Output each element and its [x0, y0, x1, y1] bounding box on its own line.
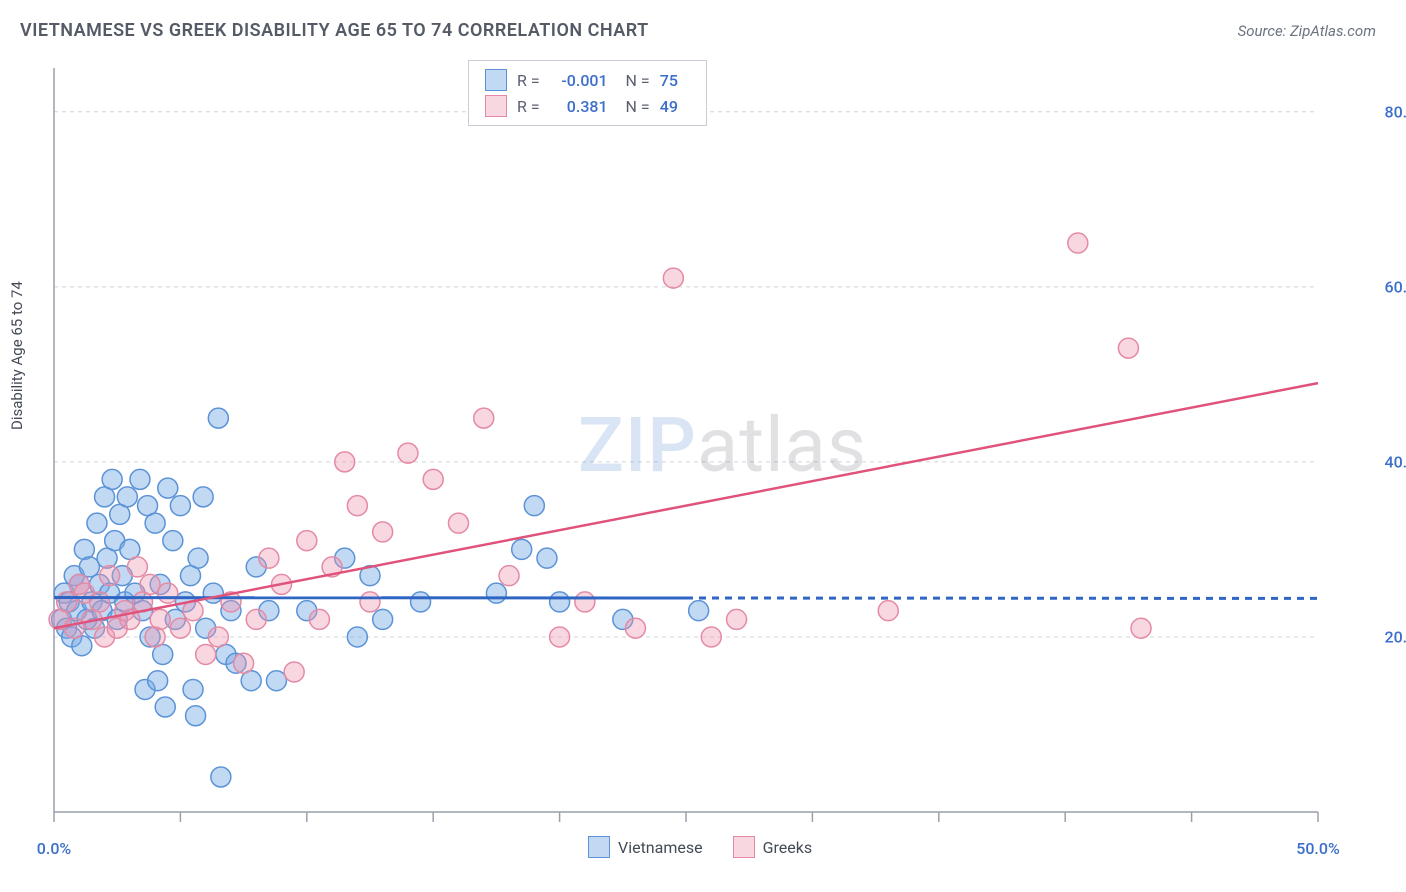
y-tick-label: 80.0% — [1384, 102, 1406, 121]
stat-n-value-0: 75 — [660, 71, 690, 90]
stat-n-label: N = — [618, 97, 650, 116]
x-tick-label: 0.0% — [37, 839, 71, 858]
stat-n-label: N = — [618, 71, 650, 90]
chart-title: VIETNAMESE VS GREEK DISABILITY AGE 65 TO… — [20, 20, 649, 41]
swatch-greeks — [485, 95, 507, 117]
legend-item-vietnamese: Vietnamese — [588, 836, 703, 858]
scatter-plot — [48, 60, 1378, 830]
y-tick-label: 20.0% — [1384, 627, 1406, 646]
x-tick-label: 50.0% — [1296, 839, 1340, 858]
stat-r-label: R = — [517, 71, 540, 90]
legend-label-1: Greeks — [763, 838, 813, 857]
stat-n-value-1: 49 — [660, 97, 690, 116]
stat-r-value-1: 0.381 — [550, 97, 608, 116]
bottom-legend: Vietnamese Greeks — [588, 836, 812, 858]
chart-header: VIETNAMESE VS GREEK DISABILITY AGE 65 TO… — [0, 0, 1406, 51]
stats-legend: R = -0.001 N = 75 R = 0.381 N = 49 — [468, 60, 707, 126]
stat-r-label: R = — [517, 97, 540, 116]
y-axis-label: Disability Age 65 to 74 — [8, 281, 26, 430]
y-tick-label: 40.0% — [1384, 452, 1406, 471]
stats-row-greeks: R = 0.381 N = 49 — [485, 93, 690, 119]
legend-item-greeks: Greeks — [733, 836, 813, 858]
swatch-greeks — [733, 836, 755, 858]
legend-label-0: Vietnamese — [618, 838, 703, 857]
chart-source: Source: ZipAtlas.com — [1238, 22, 1376, 40]
chart-area: ZIPatlas R = -0.001 N = 75 R = 0.381 N =… — [48, 60, 1378, 830]
swatch-vietnamese — [588, 836, 610, 858]
y-tick-label: 60.0% — [1384, 277, 1406, 296]
swatch-vietnamese — [485, 69, 507, 91]
stats-row-vietnamese: R = -0.001 N = 75 — [485, 67, 690, 93]
stat-r-value-0: -0.001 — [550, 71, 608, 90]
